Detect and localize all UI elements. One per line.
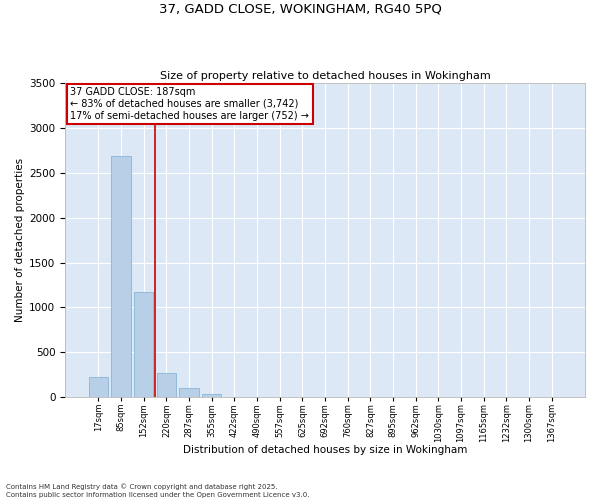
Title: Size of property relative to detached houses in Wokingham: Size of property relative to detached ho… (160, 70, 490, 81)
Text: 37, GADD CLOSE, WOKINGHAM, RG40 5PQ: 37, GADD CLOSE, WOKINGHAM, RG40 5PQ (158, 2, 442, 16)
Bar (112, 156, 131, 398)
X-axis label: Distribution of detached houses by size in Wokingham: Distribution of detached houses by size … (183, 445, 467, 455)
Bar (157, 373, 176, 398)
Y-axis label: Number of detached properties: Number of detached properties (15, 158, 25, 322)
Text: Contains HM Land Registry data © Crown copyright and database right 2025.
Contai: Contains HM Land Registry data © Crown c… (6, 484, 310, 498)
Bar (134, 292, 154, 398)
Bar (202, 394, 221, 398)
Text: 37 GADD CLOSE: 187sqm
← 83% of detached houses are smaller (3,742)
17% of semi-d: 37 GADD CLOSE: 187sqm ← 83% of detached … (70, 88, 309, 120)
Bar (89, 376, 108, 398)
Bar (179, 388, 199, 398)
